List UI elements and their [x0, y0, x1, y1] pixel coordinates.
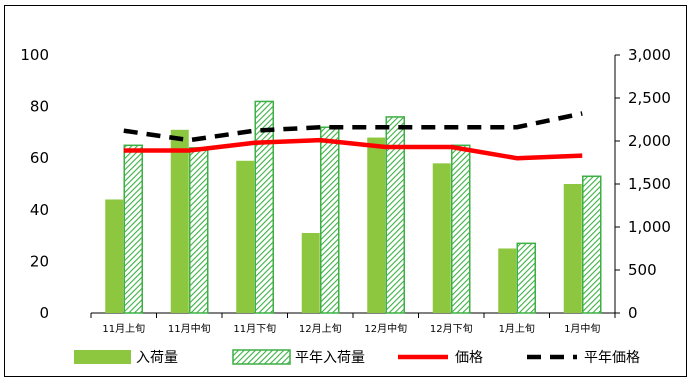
- right-y-tick-label: 1,000: [628, 218, 671, 236]
- right-y-tick-label: 2,500: [628, 89, 671, 107]
- x-tick-label: 1月上旬: [499, 322, 535, 335]
- bar-arrival: [432, 163, 451, 313]
- bar-arrival: [498, 248, 517, 313]
- bar-normal-arrival: [254, 100, 274, 314]
- bar-normal-arrival: [582, 175, 602, 314]
- left-y-tick-label: 80: [30, 98, 49, 116]
- legend-price-label: 価格: [455, 350, 483, 366]
- x-tick-label: 11月上旬: [102, 322, 145, 335]
- bar-arrival: [170, 129, 189, 313]
- x-tick-label: 12月下旬: [430, 322, 473, 335]
- line-price: [123, 137, 583, 161]
- x-tick-label: 1月中旬: [564, 322, 600, 335]
- legend-normal-arrival-swatch: [232, 349, 291, 365]
- legend-normal-price-label: 平年価格: [584, 350, 640, 366]
- right-y-tick-label: 3,000: [628, 46, 671, 64]
- x-tick-label: 12月上旬: [299, 322, 342, 335]
- bar-normal-arrival: [451, 144, 471, 314]
- line-normal-price: [123, 111, 583, 143]
- x-tick-label: 12月中旬: [364, 322, 407, 335]
- bar-normal-arrival: [189, 147, 209, 314]
- bar-arrival: [105, 199, 124, 313]
- left-y-tick-label: 0: [39, 304, 49, 322]
- bar-normal-arrival: [385, 116, 405, 314]
- bar-arrival: [563, 184, 582, 313]
- x-tick-label: 11月中旬: [168, 322, 211, 335]
- right-y-tick-label: 500: [628, 261, 657, 279]
- left-y-tick-label: 60: [30, 149, 49, 167]
- right-y-tick-label: 2,000: [628, 132, 671, 150]
- bar-arrival: [301, 233, 320, 313]
- bar-arrival: [236, 160, 255, 313]
- bar-normal-arrival: [320, 126, 340, 314]
- left-y-tick-label: 40: [30, 201, 49, 219]
- combo-chart: 0 20 40 60 80 100 0 500 1,000 1,500 2,000 2,500 3,00…: [20, 46, 671, 366]
- right-y-tick-label: 1,500: [628, 175, 671, 193]
- bar-arrival: [367, 137, 386, 313]
- legend-arrival-label: 入荷量: [136, 350, 178, 366]
- legend-arrival-swatch: [74, 350, 131, 364]
- legend-normal-arrival-label: 平年入荷量: [295, 350, 365, 366]
- bar-normal-arrival: [516, 242, 536, 314]
- x-tick-label: 11月下旬: [233, 322, 276, 335]
- left-y-tick-label: 100: [20, 46, 49, 64]
- bar-normal-arrival: [123, 144, 143, 314]
- right-y-tick-label: 0: [628, 304, 638, 322]
- left-y-tick-label: 20: [30, 252, 49, 270]
- chart-frame: 0 20 40 60 80 100 0 500 1,000 1,500 2,000 2,500 3,00…: [4, 5, 687, 377]
